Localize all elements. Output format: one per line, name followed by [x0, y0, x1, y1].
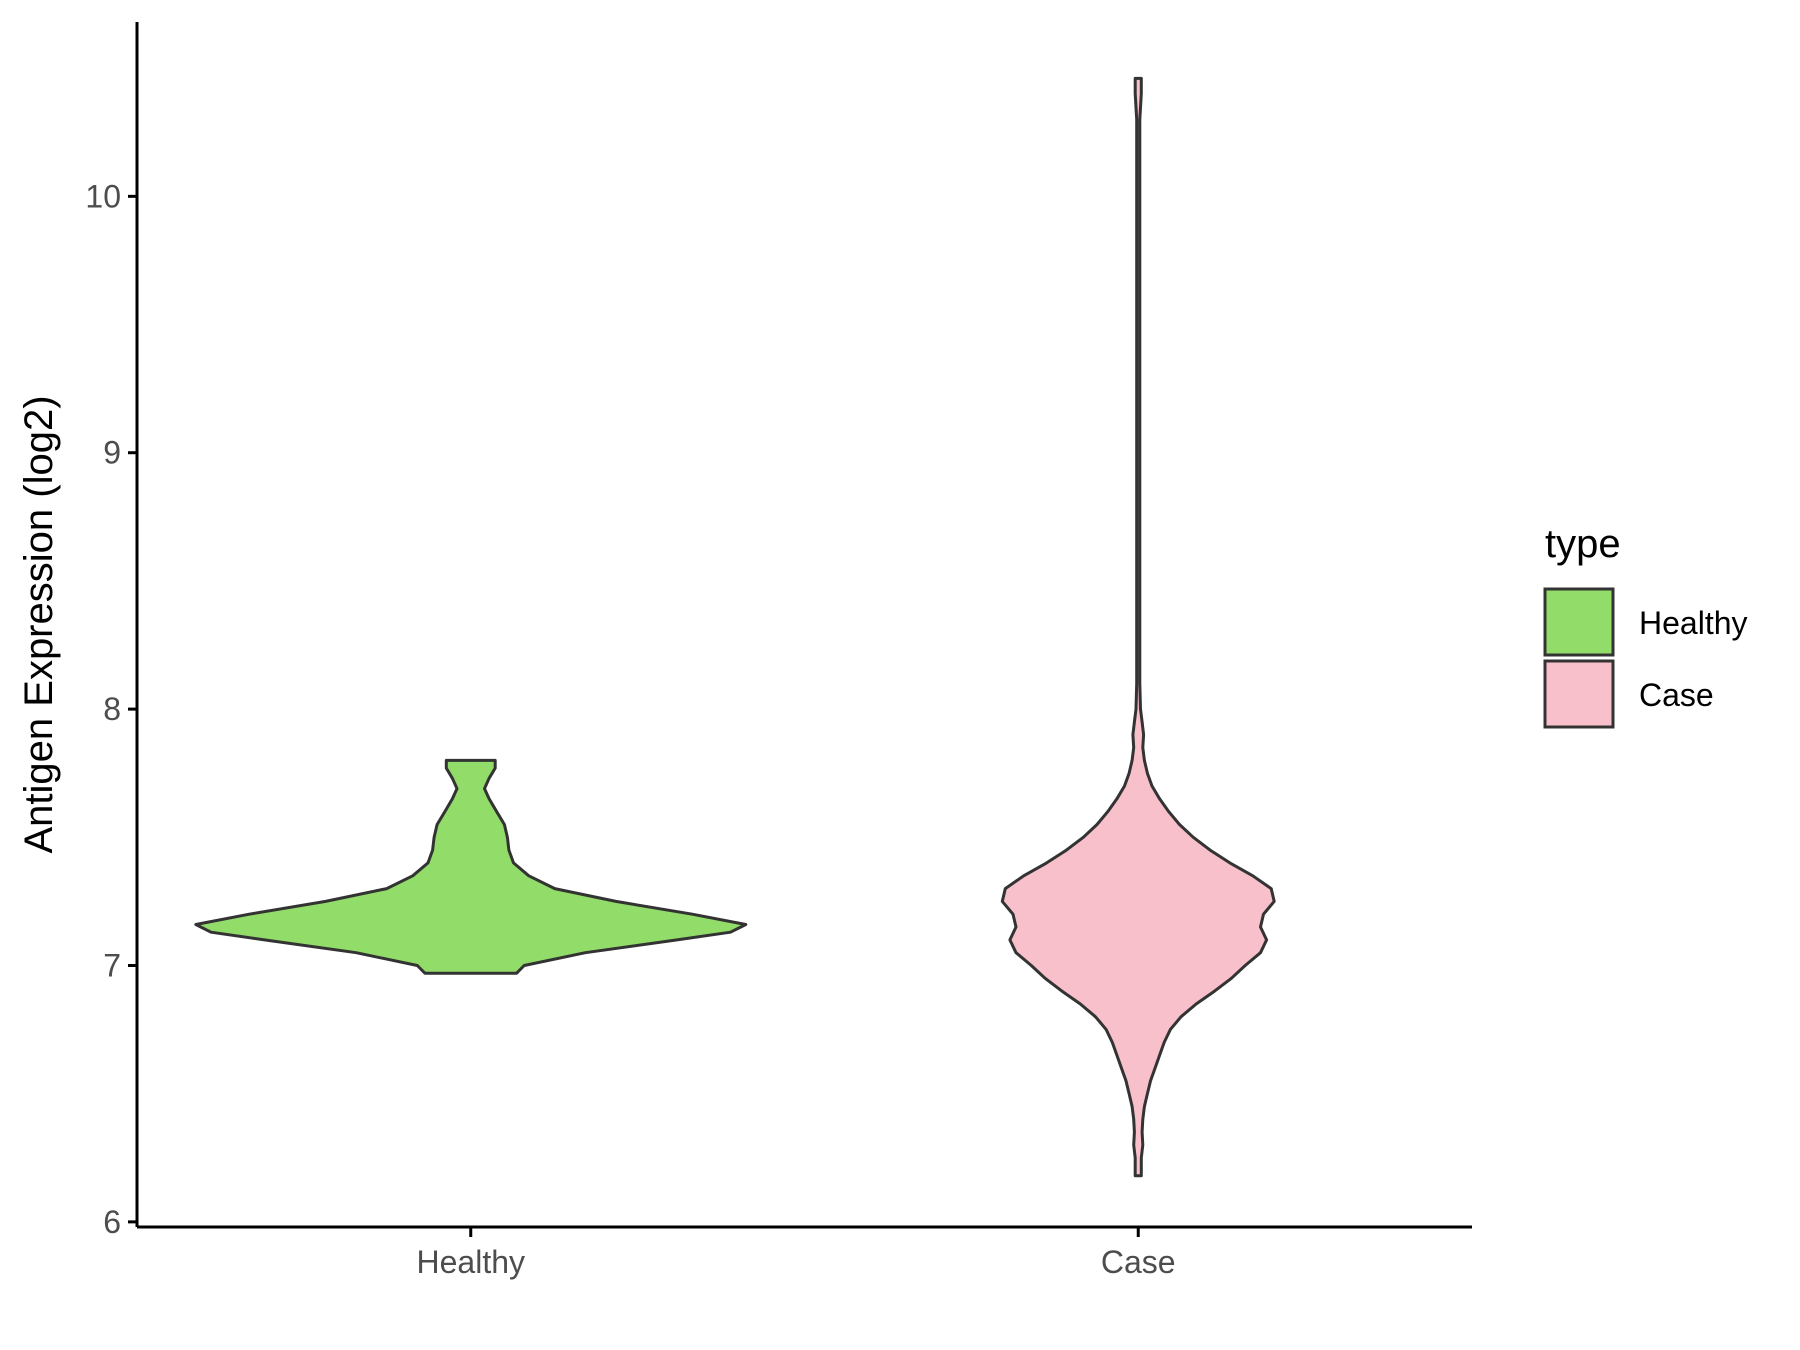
legend-key-case: [1543, 659, 1615, 729]
x-tick-label: Case: [1101, 1244, 1176, 1280]
legend: type Healthy Case: [1543, 522, 1748, 729]
x-axis: Healthy Case: [137, 1225, 1472, 1280]
y-axis: 6 7 8 9 10: [85, 22, 139, 1240]
y-tick-label: 8: [103, 691, 121, 727]
violin-healthy: [194, 758, 748, 975]
legend-title: type: [1545, 522, 1621, 566]
x-tick-label: Healthy: [417, 1244, 526, 1280]
y-tick-label: 10: [85, 178, 121, 214]
y-axis-title: Antigen Expression (log2): [17, 395, 61, 853]
violin-case: [1000, 76, 1276, 1178]
legend-label-healthy: Healthy: [1639, 605, 1748, 641]
legend-label-case: Case: [1639, 677, 1714, 713]
y-tick-label: 6: [103, 1204, 121, 1240]
violins-group: [194, 76, 1276, 1178]
y-tick-label: 7: [103, 947, 121, 983]
legend-key-healthy: [1543, 587, 1615, 657]
y-tick-label: 9: [103, 435, 121, 471]
